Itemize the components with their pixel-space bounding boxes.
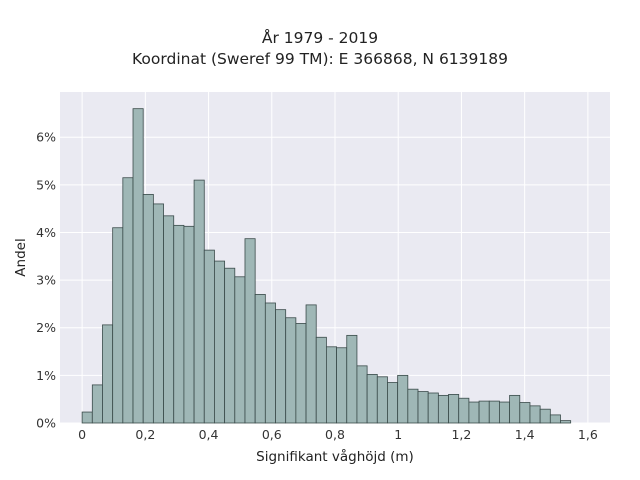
histogram-bar <box>275 309 287 424</box>
histogram-bar <box>346 334 358 424</box>
histogram-bar <box>488 400 500 424</box>
x-tick-label: 0 <box>78 427 86 442</box>
tick-labels: 0 0,2 0,4 0,6 0,8 1 1,2 1,4 1,6 0% 1% 2% 3% 4% 5% 6% <box>36 130 598 442</box>
histogram-bar <box>437 394 449 424</box>
histogram-bar <box>560 420 572 424</box>
histogram-bar <box>102 324 114 424</box>
histogram-bar <box>214 260 226 424</box>
histogram-bar <box>112 227 124 424</box>
histogram-bar <box>478 400 490 424</box>
y-tick-label: 3% <box>36 273 56 288</box>
histogram-bar <box>193 179 205 424</box>
chart-subtitle: Koordinat (Sweref 99 TM): E 366868, N 61… <box>132 50 508 68</box>
histogram-bar <box>549 414 561 424</box>
histogram-bar <box>224 267 236 424</box>
x-tick-label: 0,8 <box>325 427 345 442</box>
histogram-bar <box>499 401 511 424</box>
histogram-bar <box>244 238 256 424</box>
x-tick-label: 0,6 <box>262 427 282 442</box>
histogram-bar <box>529 405 541 424</box>
histogram-bar <box>356 365 368 424</box>
histogram-bar <box>407 388 419 424</box>
x-tick-label: 1,2 <box>451 427 471 442</box>
y-tick-label: 4% <box>36 225 56 240</box>
x-tick-label: 0,2 <box>135 427 155 442</box>
histogram-bar <box>254 294 266 424</box>
y-tick-label: 6% <box>36 130 56 145</box>
x-tick-label: 0,4 <box>199 427 219 442</box>
x-tick-label: 1,4 <box>515 427 535 442</box>
y-tick-label: 1% <box>36 368 56 383</box>
histogram-bar <box>458 397 470 424</box>
histogram-bar <box>305 304 317 424</box>
histogram-bar <box>295 323 307 424</box>
histogram-bar <box>326 346 337 424</box>
chart-title: År 1979 - 2019 <box>261 29 379 47</box>
histogram-bar <box>91 384 103 424</box>
histogram-bar <box>387 382 399 424</box>
histogram-bar <box>448 394 460 424</box>
histogram-bar <box>183 225 195 424</box>
histogram-bar <box>417 391 429 424</box>
histogram-bar <box>163 215 175 424</box>
histogram-bar <box>376 376 388 424</box>
histogram-bar <box>315 336 327 424</box>
histogram-bar <box>509 394 521 424</box>
histogram-bar <box>519 402 531 424</box>
histogram-bar <box>173 224 185 424</box>
histogram-bar <box>539 408 551 424</box>
y-tick-label: 2% <box>36 320 56 335</box>
histogram-bar <box>264 302 276 424</box>
x-axis-title: Signifikant våghöjd (m) <box>256 448 414 465</box>
histogram-bar <box>234 276 246 424</box>
histogram-bar <box>468 401 480 424</box>
y-tick-label: 0% <box>36 416 56 431</box>
x-tick-label: 1,6 <box>578 427 598 442</box>
histogram-bar <box>366 374 378 424</box>
histogram-bar <box>285 317 297 424</box>
x-tick-label: 1 <box>394 427 402 442</box>
histogram-bar <box>81 411 93 424</box>
y-axis-title: Andel <box>13 238 29 276</box>
histogram-bar <box>122 177 134 424</box>
histogram-bar <box>336 347 348 424</box>
bars <box>81 108 572 424</box>
y-tick-label: 5% <box>36 177 56 192</box>
histogram-bar <box>142 193 154 424</box>
histogram-bar <box>397 374 409 424</box>
histogram-bar <box>203 249 215 424</box>
histogram-bar <box>152 203 164 424</box>
histogram-bar <box>132 108 144 424</box>
histogram-bar <box>427 392 439 424</box>
